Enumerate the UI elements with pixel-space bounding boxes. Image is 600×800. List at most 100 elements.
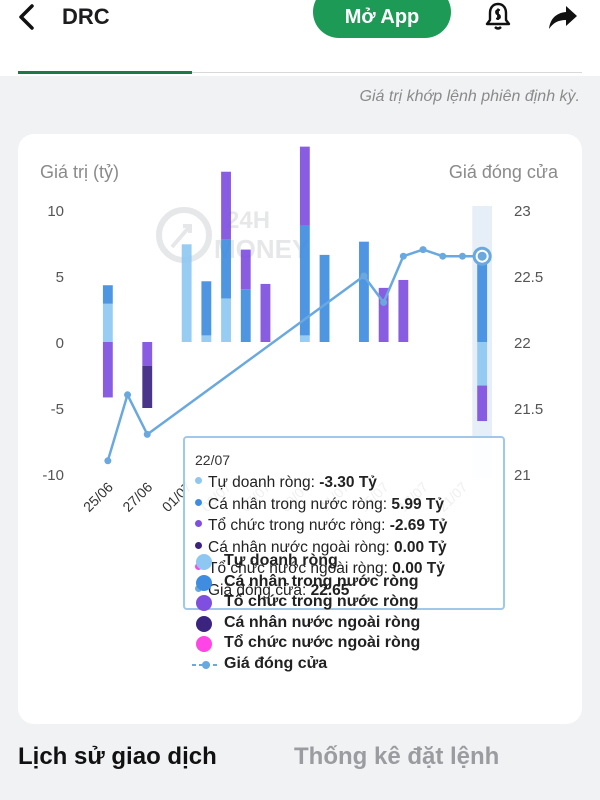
bar-segment — [142, 365, 153, 408]
tooltip-row: Cá nhân nước ngoài ròng: 0.00 Tỷ — [195, 539, 447, 561]
legend-label: Cá nhân trong nước ròng — [224, 572, 419, 590]
bar-segment — [477, 262, 488, 342]
tooltip-row: Tổ chức trong nước ròng: -2.69 Tỷ — [195, 517, 447, 539]
legend-color-dot — [196, 574, 212, 591]
legend-label: Tổ chức nước ngoài ròng — [224, 634, 421, 651]
bar-segment — [260, 283, 271, 342]
tooltip-value: -2.69 Tỷ — [389, 517, 448, 534]
close-price-point — [399, 252, 407, 260]
bar-segment — [102, 285, 113, 304]
bar-segment — [359, 241, 369, 342]
open-app-button[interactable]: Mở App — [313, 0, 451, 38]
bottom-tabs: Lịch sử giao dịch Thống kê đặt lệnh — [0, 740, 600, 800]
tooltip-value: 0.00 Tỷ — [394, 538, 447, 556]
close-price-point — [419, 246, 427, 254]
chart-card: 24H MONEY Giá trị (tỷ) Giá đóng cửa 10 5 0 -5… — [18, 134, 582, 724]
right-tick-label: 21.5 — [514, 401, 543, 418]
bar-segment — [201, 335, 212, 342]
legend-label: Giá đóng cửa — [224, 654, 328, 672]
bar-segment — [102, 342, 113, 398]
chart-note: Giá trị khớp lệnh phiên định kỳ. — [359, 88, 580, 105]
close-price-point — [380, 298, 388, 306]
bar-segment — [378, 287, 389, 342]
close-price-point-center — [477, 251, 487, 261]
bar-segment — [477, 385, 488, 422]
top-bar: DRC Mở App — [0, 0, 600, 40]
bar-segment — [181, 244, 192, 342]
svg-text:24H: 24H — [226, 207, 270, 234]
bar-segment — [477, 342, 488, 386]
bar-segment — [299, 146, 310, 226]
page-title: DRC — [62, 4, 110, 29]
bar-segment — [102, 303, 113, 342]
right-tick-label: 22 — [514, 335, 531, 352]
bar-segment — [240, 249, 251, 290]
back-arrow-icon[interactable] — [10, 2, 44, 32]
tooltip-label: Tự doanh ròng: — [208, 474, 320, 491]
left-tick-label: -5 — [51, 401, 64, 418]
tooltip-date: 22/07 — [195, 452, 231, 468]
tooltip-row: Cá nhân trong nước ròng: 5.99 Tỷ — [195, 496, 444, 518]
x-tick-label: 27/06 — [119, 479, 155, 515]
tooltip-series-dot — [195, 477, 202, 485]
left-tick-label: -10 — [42, 467, 64, 484]
tooltip-label: Tổ chức nước ngoài ròng: — [208, 560, 393, 577]
bar-segment — [142, 342, 153, 366]
tooltip-value: 22.65 — [310, 581, 350, 599]
tooltip-label: Giá đóng cửa: — [208, 581, 311, 599]
bar-segment — [221, 239, 231, 299]
legend-label: Tự doanh ròng — [224, 552, 338, 569]
tooltip-value: 0.00 Tỷ — [392, 560, 445, 577]
tab-trading-history[interactable]: Lịch sử giao dịch — [18, 743, 217, 770]
tab-order-statistics[interactable]: Thống kê đặt lệnh — [294, 743, 500, 770]
legend-color-dot — [196, 615, 212, 632]
sub-tabs — [0, 40, 600, 76]
right-tick-label: 21 — [514, 467, 531, 484]
close-price-point — [143, 430, 151, 438]
bar-segment — [299, 225, 310, 336]
tooltip-row: Tổ chức nước ngoài ròng: 0.00 Tỷ — [195, 560, 445, 582]
tooltip-series-dot — [195, 541, 202, 549]
legend-line-marker — [192, 660, 220, 669]
close-price-point — [360, 272, 368, 280]
legend-label: Cá nhân nước ngoài ròng — [224, 613, 421, 631]
legend-color-dot — [196, 595, 212, 611]
bar-segment — [201, 281, 212, 336]
x-tick-label: 25/06 — [80, 479, 116, 515]
bar-segment — [221, 298, 231, 342]
close-price-point — [458, 252, 466, 260]
left-axis-title: Giá trị (tỷ) — [40, 162, 119, 182]
legend-label: Tổ chức trong nước ròng — [224, 593, 419, 610]
left-tick-label: 5 — [56, 269, 64, 286]
legend-color-dot — [196, 554, 212, 570]
watermark-logo: 24H MONEY — [156, 207, 309, 264]
right-tick-label: 23 — [514, 203, 531, 220]
close-price-point — [104, 457, 112, 465]
bar-segment — [221, 171, 231, 240]
legend-color-dot — [196, 636, 212, 652]
tooltip-label: Cá nhân nước ngoài ròng: — [208, 538, 394, 556]
bar-segment — [319, 254, 330, 342]
right-axis-title: Giá đóng cửa — [449, 162, 559, 182]
share-icon[interactable] — [546, 2, 580, 32]
chart-tooltip: 22/07 Tự doanh ròng: -3.30 Tỷ Cá nhân tro… — [183, 436, 505, 610]
right-tick-label: 22.5 — [514, 269, 543, 286]
tooltip-series-dot — [195, 498, 202, 506]
tooltip-label: Cá nhân trong nước ròng: — [208, 495, 392, 513]
left-tick-label: 10 — [47, 203, 64, 220]
left-tick-label: 0 — [56, 335, 64, 352]
tooltip-row: Tự doanh ròng: -3.30 Tỷ — [195, 474, 377, 496]
price-alert-bell-icon[interactable] — [482, 0, 514, 32]
sub-tabs-divider — [18, 72, 582, 73]
bar-segment — [240, 289, 251, 342]
bar-segment — [299, 335, 310, 342]
tooltip-series-dot — [195, 520, 202, 528]
close-price-point — [439, 252, 447, 260]
tooltip-value: -3.30 Tỷ — [319, 474, 377, 491]
tooltip-value: 5.99 Tỷ — [391, 495, 444, 513]
bar-segment — [398, 279, 409, 342]
active-sub-tab-indicator — [18, 71, 192, 74]
close-price-line — [106, 248, 483, 462]
close-price-point — [124, 391, 132, 399]
tooltip-row: Giá đóng cửa: 22.65 — [195, 582, 349, 604]
